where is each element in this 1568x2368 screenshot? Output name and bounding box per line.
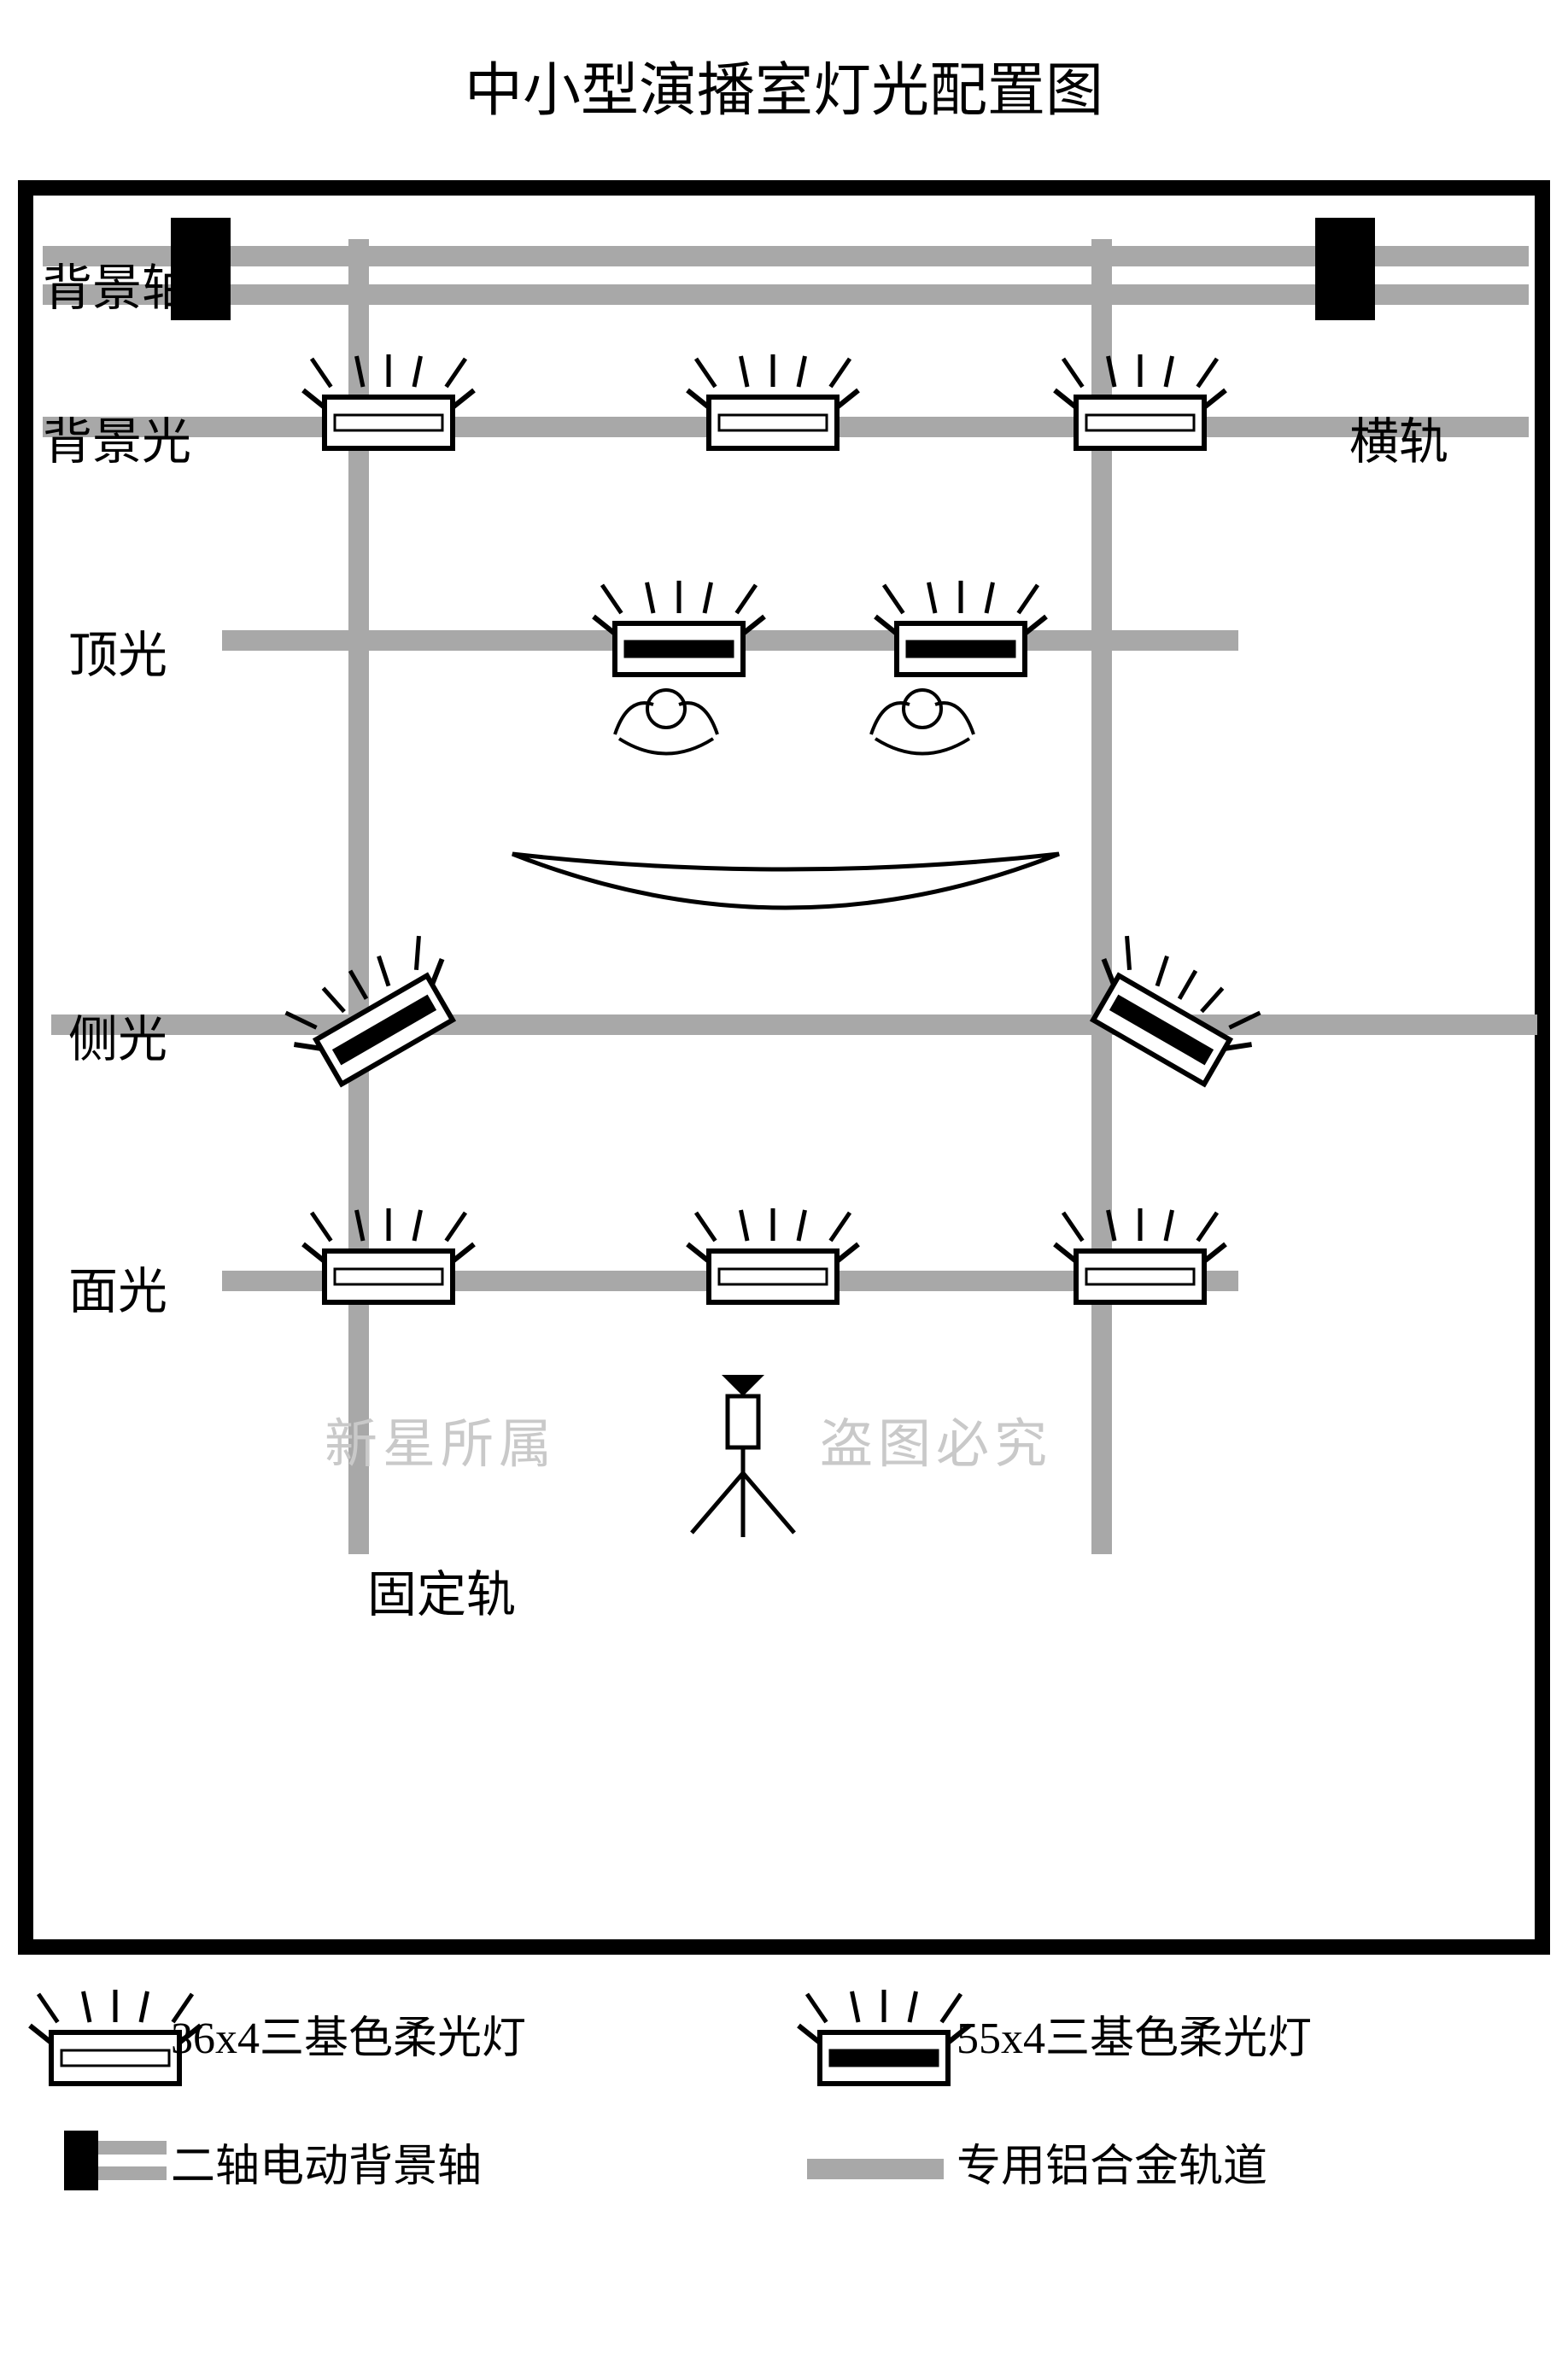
legend-icon-light55 — [799, 1990, 969, 2084]
legend-label: 55x4三基色柔光灯 — [957, 2002, 1312, 2066]
row-label: 顶光 — [68, 615, 167, 687]
light-55x4 — [594, 581, 764, 675]
light-36x4 — [687, 1208, 858, 1302]
row-label: 面光 — [68, 1251, 167, 1323]
light-36x4 — [303, 354, 474, 448]
legend-label: 36x4三基色柔光灯 — [171, 2002, 526, 2066]
light-36x4 — [687, 354, 858, 448]
legend-label: 二轴电动背景轴 — [171, 2130, 482, 2194]
camera-icon — [692, 1375, 794, 1537]
presenter-icon — [871, 690, 974, 754]
desk-icon — [512, 854, 1059, 908]
light-36x4 — [1055, 1208, 1226, 1302]
legend-label: 专用铝合金轨道 — [957, 2130, 1267, 2194]
light-55x4 — [875, 581, 1046, 675]
light-55x4 — [276, 928, 471, 1095]
outer-box — [26, 188, 1542, 1947]
row-label: 固定轨 — [367, 1554, 516, 1626]
row-label: 背景轴 — [43, 248, 191, 319]
light-36x4 — [303, 1208, 474, 1302]
motor-block — [1315, 218, 1375, 320]
light-36x4 — [1055, 354, 1226, 448]
row-label: 侧光 — [68, 999, 167, 1071]
watermark-text: 盗图必究 — [820, 1400, 1052, 1477]
row-label: 横轨 — [1349, 401, 1448, 473]
watermark-text: 新星所属 — [325, 1400, 557, 1477]
row-label: 背景光 — [43, 401, 191, 473]
legend-icon-motor — [64, 2131, 167, 2190]
presenter-icon — [615, 690, 717, 754]
